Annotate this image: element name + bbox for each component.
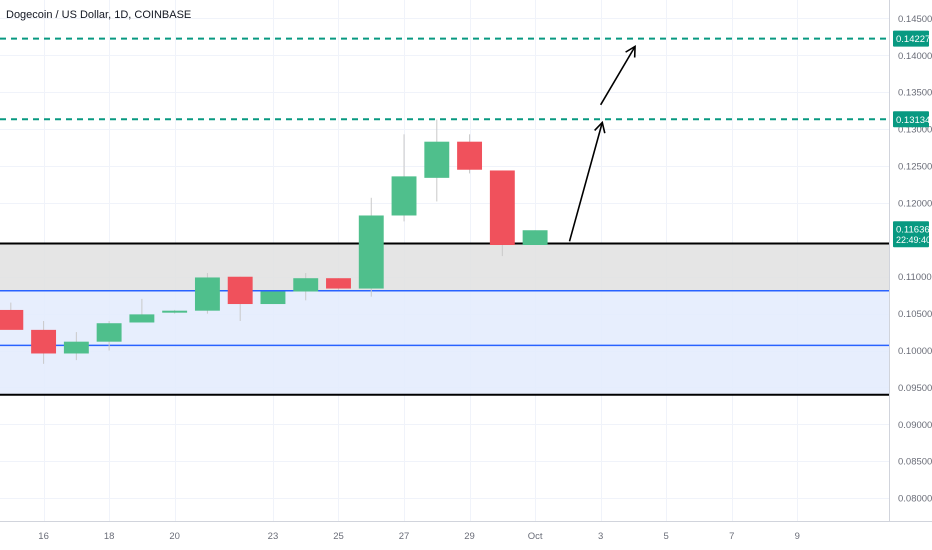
time-tick-label: 20 (169, 531, 180, 542)
time-tick-label: Oct (528, 531, 543, 542)
candle-down (31, 329, 57, 354)
candle-up (522, 230, 548, 246)
time-tick-label: 16 (38, 531, 49, 542)
price-tick-label: 0.08500 (898, 457, 932, 468)
arrow-head (594, 120, 606, 134)
arrow-head (625, 45, 636, 58)
price-tick-label: 0.13500 (898, 88, 932, 99)
price-label-text: 0.13134 (896, 115, 930, 126)
axes (0, 0, 932, 522)
price-tick-label: 0.08000 (898, 494, 932, 505)
horizontal-lines (0, 37, 889, 396)
candle-down (227, 276, 253, 305)
candle-up (293, 278, 319, 292)
zones (0, 243, 889, 395)
arrows (568, 45, 636, 242)
price-tick-label: 0.10500 (898, 309, 932, 320)
candle-up (129, 314, 155, 323)
arrow-line (599, 46, 636, 106)
candle-down (0, 309, 24, 330)
price-label-badge (893, 111, 929, 128)
price-tick-label: 0.12500 (898, 162, 932, 173)
price-label-badge (893, 221, 929, 248)
price-tick-label: 0.12000 (898, 198, 932, 209)
price-tick-label: 0.11000 (898, 272, 932, 283)
candle-up (96, 323, 122, 342)
price-tick-label: 0.09500 (898, 383, 932, 394)
price-tick-label: 0.13000 (898, 125, 932, 136)
chart-title: Dogecoin / US Dollar, 1D, COINBASE (6, 9, 192, 21)
time-tick-label: 23 (268, 531, 279, 542)
candle-down (457, 141, 483, 170)
price-tick-label: 0.09000 (898, 420, 932, 431)
time-tick-label: 25 (333, 531, 344, 542)
time-tick-label: 3 (598, 531, 603, 542)
time-tick-label: 9 (795, 531, 800, 542)
candle-up (194, 277, 220, 311)
time-axis[interactable]: 16 18 20 23 25 27 29 Oct 3 5 7 9 (38, 531, 800, 542)
candle-down (326, 278, 351, 289)
countdown-text: 22:49:40 (896, 235, 931, 245)
arrow-line (568, 122, 604, 242)
price-axis[interactable]: 0.14500 0.14000 0.13500 0.13000 0.12500 0.120… (898, 14, 932, 505)
candle-up (424, 141, 450, 178)
candles (0, 119, 548, 364)
time-tick-label: 5 (664, 531, 669, 542)
time-tick-label: 29 (464, 531, 475, 542)
price-label-text: 0.11636 (896, 225, 930, 236)
gray-zone (0, 243, 889, 291)
price-tick-label: 0.10000 (898, 346, 932, 357)
time-tick-label: 27 (399, 531, 410, 542)
candle-up (358, 215, 384, 289)
price-tick-label: 0.14500 (898, 14, 932, 25)
time-tick-label: 7 (729, 531, 734, 542)
time-tick-label: 18 (104, 531, 115, 542)
candle-up (162, 310, 188, 313)
price-label-badge (893, 30, 929, 47)
blue-zone (0, 290, 889, 395)
candle-up (260, 291, 286, 305)
price-label-text: 0.14227 (896, 34, 930, 45)
price-tick-label: 0.14000 (898, 51, 932, 62)
candle-up (391, 176, 417, 216)
candle-up (63, 341, 89, 354)
candle-down (489, 170, 515, 246)
